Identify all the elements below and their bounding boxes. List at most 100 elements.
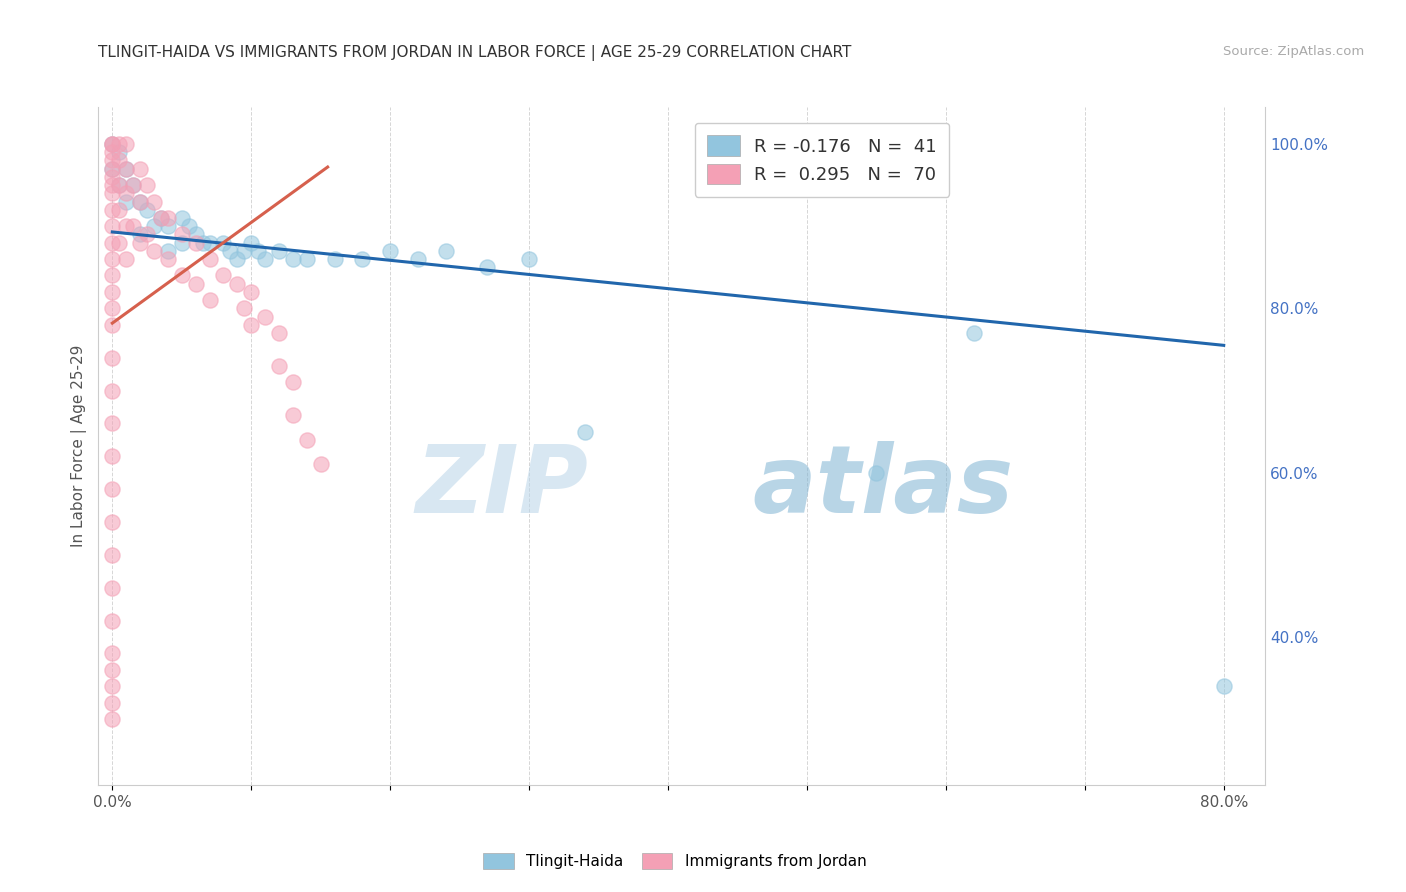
Point [281, 252, 304, 266]
Point [101, 136, 124, 151]
Point [156, 252, 179, 266]
Text: TLINGIT-HAIDA VS IMMIGRANTS FROM JORDAN IN LABOR FORCE | AGE 25-29 CORRELATION C: TLINGIT-HAIDA VS IMMIGRANTS FROM JORDAN … [98, 45, 852, 61]
Point [191, 235, 214, 250]
Point [184, 277, 207, 291]
Point [101, 482, 124, 496]
Point [477, 260, 499, 275]
Point [101, 136, 124, 151]
Point [184, 235, 207, 250]
Point [122, 178, 145, 193]
Point [352, 252, 374, 266]
Point [129, 161, 152, 176]
Point [143, 219, 166, 234]
Point [101, 679, 124, 693]
Point [101, 178, 124, 193]
Point [101, 301, 124, 316]
Point [136, 227, 159, 242]
Point [156, 219, 179, 234]
Point [115, 161, 138, 176]
Point [219, 244, 242, 258]
Point [240, 285, 263, 299]
Point [108, 235, 131, 250]
Point [108, 136, 131, 151]
Point [101, 384, 124, 398]
Point [101, 169, 124, 184]
Point [101, 696, 124, 710]
Point [101, 219, 124, 234]
Point [149, 211, 172, 225]
Point [101, 712, 124, 726]
Point [170, 211, 193, 225]
Point [295, 433, 318, 447]
Point [198, 252, 221, 266]
Point [434, 244, 457, 258]
Point [254, 310, 277, 324]
Point [240, 235, 263, 250]
Point [101, 161, 124, 176]
Point [101, 515, 124, 529]
Point [143, 194, 166, 209]
Point [267, 326, 290, 340]
Point [115, 194, 138, 209]
Point [184, 227, 207, 242]
Point [170, 235, 193, 250]
Point [170, 227, 193, 242]
Point [115, 136, 138, 151]
Point [101, 351, 124, 365]
Point [101, 285, 124, 299]
Point [101, 202, 124, 217]
Point [212, 268, 235, 283]
Text: ZIP: ZIP [416, 441, 589, 533]
Point [149, 211, 172, 225]
Point [240, 318, 263, 332]
Point [101, 614, 124, 628]
Point [101, 161, 124, 176]
Point [101, 136, 124, 151]
Point [129, 194, 152, 209]
Point [156, 244, 179, 258]
Point [247, 244, 270, 258]
Y-axis label: In Labor Force | Age 25-29: In Labor Force | Age 25-29 [72, 345, 87, 547]
Point [281, 376, 304, 390]
Point [156, 211, 179, 225]
Point [108, 202, 131, 217]
Point [226, 252, 249, 266]
Point [101, 548, 124, 562]
Point [101, 235, 124, 250]
Point [212, 235, 235, 250]
Text: Source: ZipAtlas.com: Source: ZipAtlas.com [1223, 45, 1364, 58]
Point [198, 293, 221, 307]
Point [380, 244, 402, 258]
Point [143, 244, 166, 258]
Point [309, 458, 332, 472]
Point [101, 581, 124, 595]
Point [108, 153, 131, 168]
Point [198, 235, 221, 250]
Point [115, 252, 138, 266]
Point [101, 145, 124, 160]
Point [108, 178, 131, 193]
Point [170, 268, 193, 283]
Point [254, 252, 277, 266]
Point [115, 219, 138, 234]
Point [962, 326, 984, 340]
Point [267, 244, 290, 258]
Point [129, 235, 152, 250]
Point [101, 663, 124, 677]
Point [101, 252, 124, 266]
Point [101, 153, 124, 168]
Point [115, 186, 138, 201]
Point [108, 178, 131, 193]
Point [101, 186, 124, 201]
Point [1212, 679, 1234, 693]
Point [115, 161, 138, 176]
Point [233, 244, 256, 258]
Point [226, 277, 249, 291]
Point [129, 227, 152, 242]
Point [101, 268, 124, 283]
Point [267, 359, 290, 373]
Point [101, 417, 124, 431]
Point [101, 647, 124, 661]
Point [177, 219, 200, 234]
Point [108, 145, 131, 160]
